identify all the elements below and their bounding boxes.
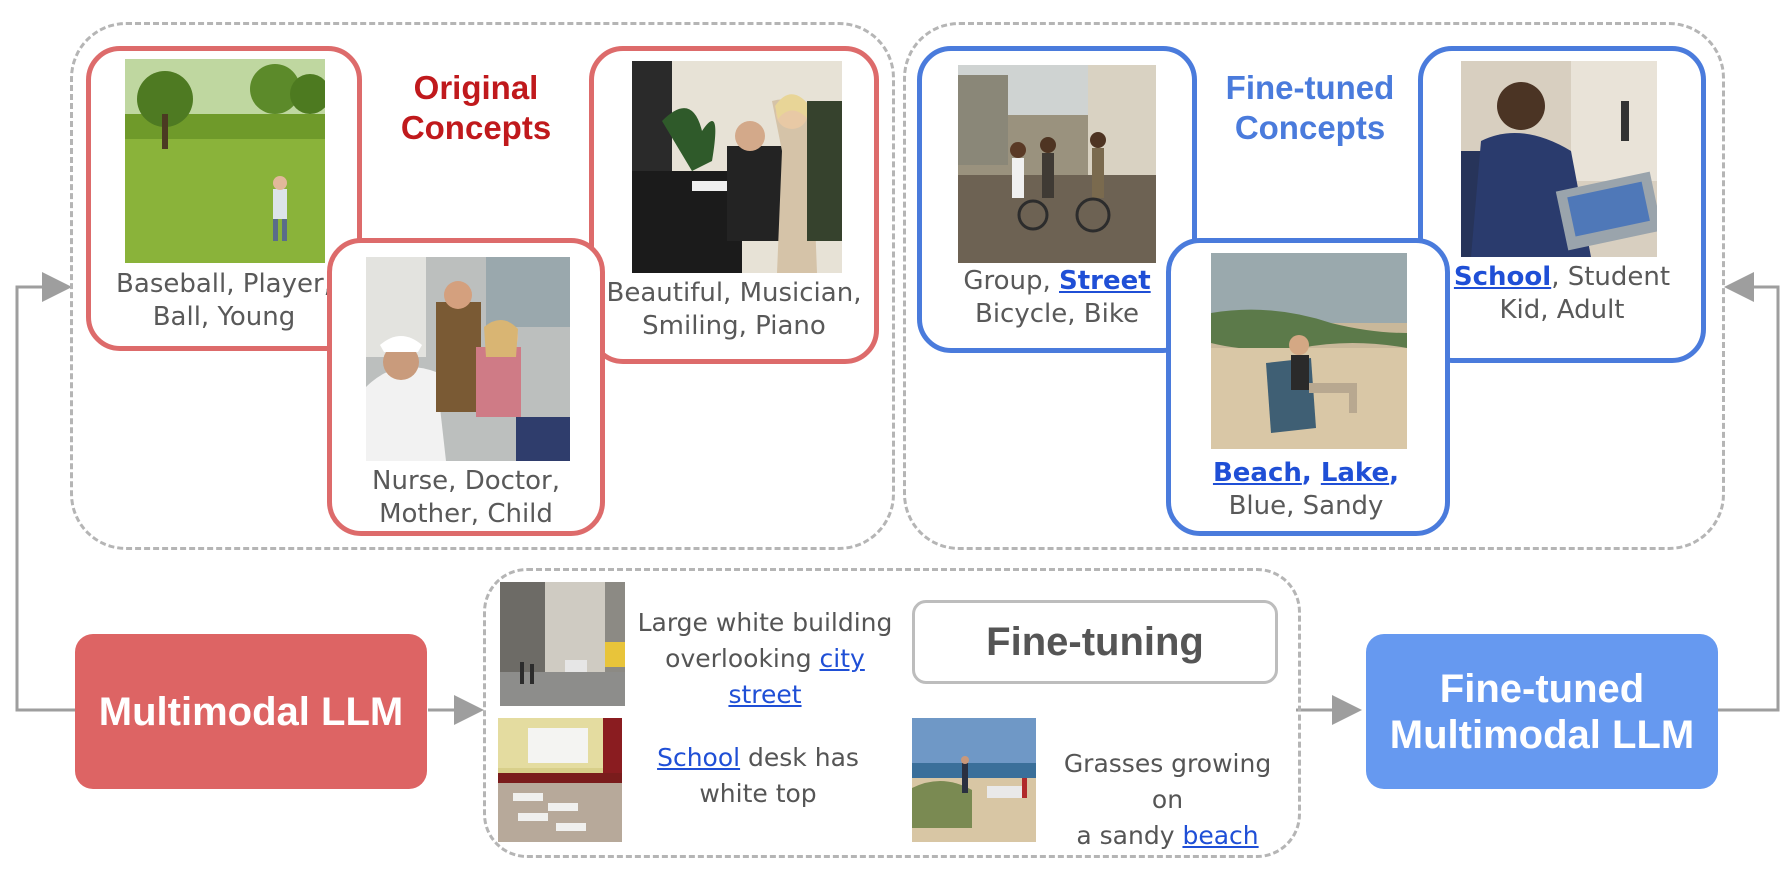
original-concepts-title: Original Concepts (400, 69, 552, 146)
nurse-with-child-photo (366, 257, 570, 461)
concept-card-school: School, Student Kid, Adult (1418, 46, 1706, 363)
boy-in-grass-field-photo (125, 59, 325, 263)
caption-school: School, Student Kid, Adult (1453, 262, 1671, 325)
caption-nurse: Nurse, Doctor, Mother, Child (372, 466, 560, 529)
finetuned-multimodal-llm-box: Fine-tuned Multimodal LLM (1366, 634, 1718, 789)
keyword-school: School (1453, 262, 1552, 292)
finetuning-data-group (483, 568, 1301, 858)
concept-card-beach: Beach, Lake, Blue, Sandy (1166, 238, 1450, 536)
group-with-bicycles-street-photo (958, 65, 1156, 263)
concept-card-street: Group, Street Bicycle, Bike (917, 46, 1197, 353)
concept-card-piano: Beautiful, Musician, Smiling, Piano (589, 46, 879, 364)
example-sandy-beach-text: Grasses growing on a sandy beach (1063, 749, 1272, 850)
man-in-chair-on-beach-photo (1211, 253, 1407, 449)
concept-card-nurse: Nurse, Doctor, Mother, Child (327, 238, 605, 536)
link-beach[interactable]: beach (1182, 821, 1259, 850)
man-playing-piano-photo (632, 61, 842, 273)
keyword-street: Street (1059, 266, 1151, 296)
original-concepts-group (70, 22, 895, 550)
classroom-desks-photo (498, 718, 622, 842)
caption-baseball: Baseball, Player, Ball, Young (116, 269, 332, 332)
city-street-building-photo (500, 582, 625, 706)
link-school[interactable]: School (657, 743, 741, 772)
keyword-lake: Lake (1320, 458, 1390, 488)
concept-card-baseball: Baseball, Player, Ball, Young (86, 46, 362, 351)
finetuning-label: Fine-tuning (912, 600, 1278, 684)
example-school-desk-text: School desk has white top (657, 743, 859, 808)
caption-piano: Beautiful, Musician, Smiling, Piano (606, 278, 862, 341)
multimodal-llm-box: Multimodal LLM (75, 634, 427, 789)
keyword-beach: Beach (1212, 458, 1302, 488)
student-at-computer-photo (1461, 61, 1657, 257)
sandy-beach-grasses-photo (912, 718, 1036, 842)
caption-beach: Beach, Lake, Blue, Sandy (1212, 458, 1400, 521)
finetuned-concepts-title: Fine-tuned Concepts (1225, 69, 1395, 146)
loop-arrow-left (15, 272, 75, 712)
loop-arrow-right (1718, 272, 1780, 712)
link-city-street[interactable]: city street (728, 644, 865, 709)
finetuned-concepts-group (903, 22, 1725, 550)
caption-street: Group, Street Bicycle, Bike (963, 266, 1151, 329)
example-city-street-text: Large white building overlooking city st… (637, 608, 893, 709)
